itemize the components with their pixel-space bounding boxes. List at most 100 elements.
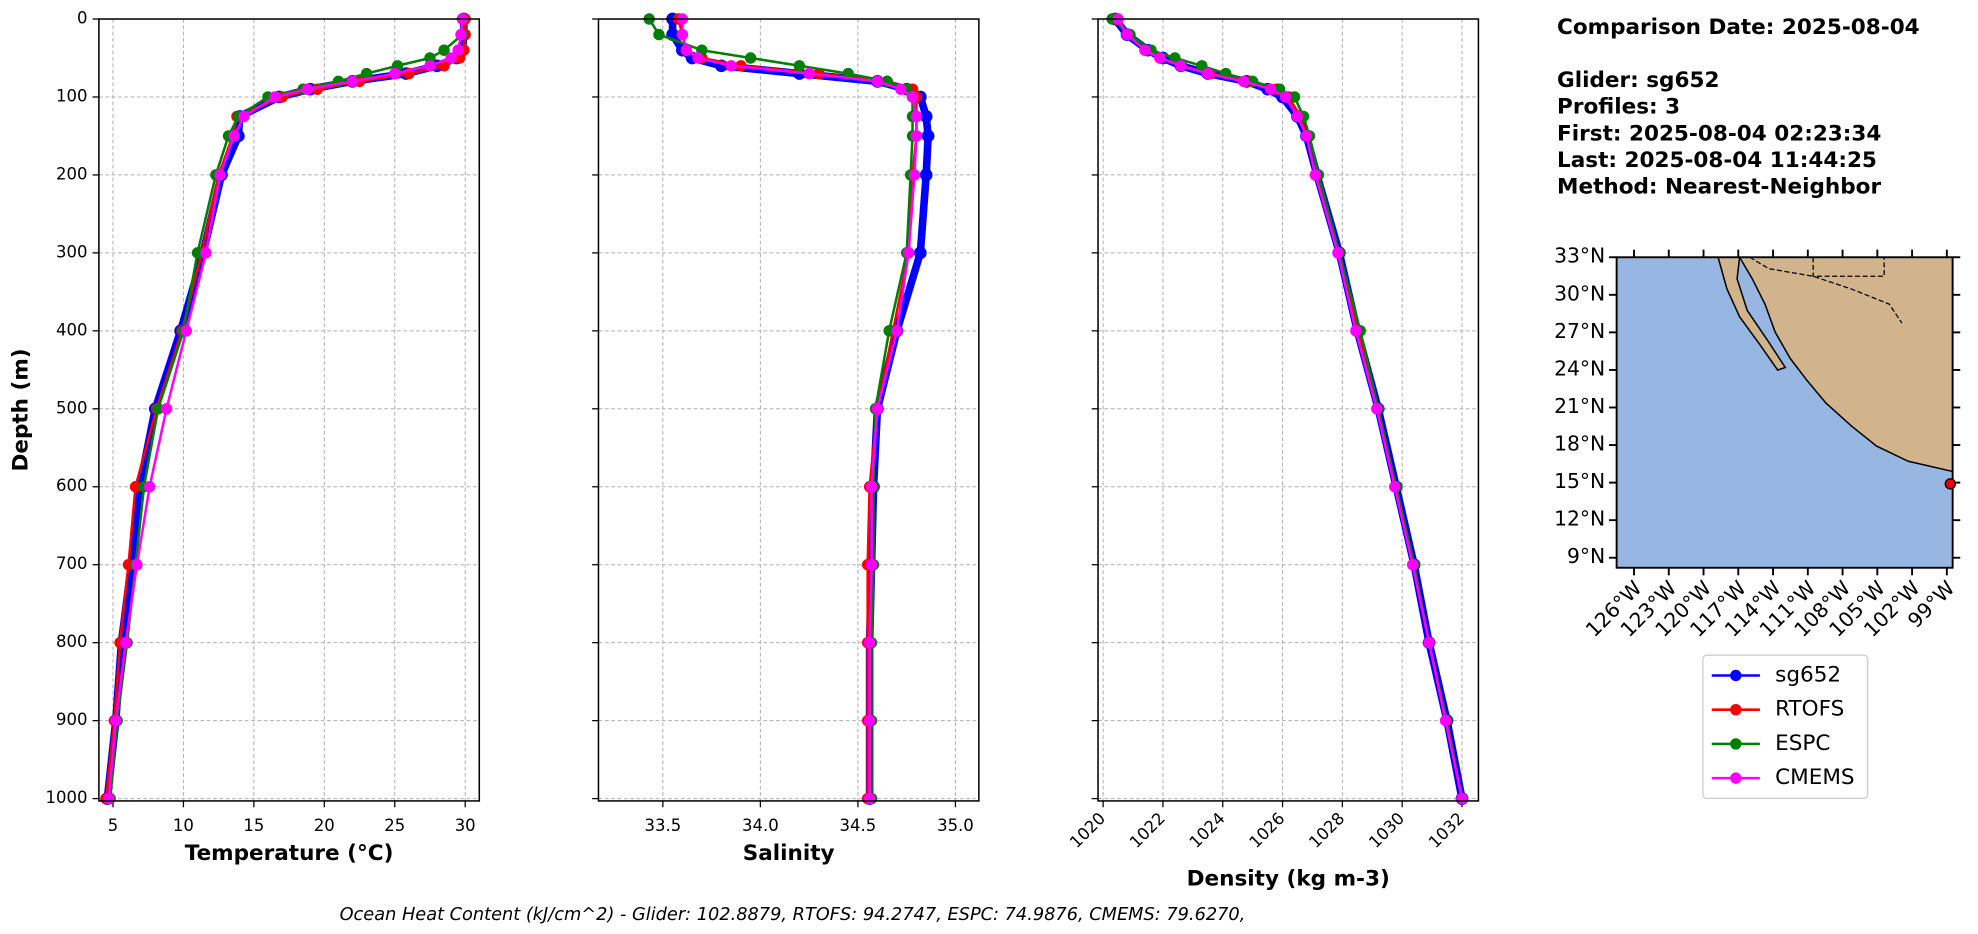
x-tick-label: 1020: [1066, 809, 1109, 852]
axes-frame: [597, 18, 980, 802]
x-tick-label: 1022: [1126, 809, 1169, 852]
profile-marker: [653, 28, 665, 41]
profile-marker: [1300, 130, 1313, 142]
map-lat-label: 24°N: [1554, 356, 1605, 380]
profile-marker: [1291, 110, 1304, 123]
x-axis-label: Temperature (°C): [185, 841, 394, 866]
profile-marker: [110, 714, 122, 727]
profile-marker: [1202, 67, 1214, 80]
glider-location: [1944, 478, 1957, 490]
profile-marker: [883, 325, 895, 337]
profile-marker: [910, 110, 923, 123]
x-tick-label: 5: [108, 816, 118, 835]
profile-marker: [131, 559, 143, 571]
x-tick-label: 34.5: [840, 816, 877, 835]
footer: Ocean Heat Content (kJ/cm^2) - Glider: 1…: [340, 905, 1246, 925]
profile-marker: [445, 52, 457, 64]
legend-box: [1702, 654, 1869, 800]
profile-marker: [180, 325, 192, 337]
profile-marker: [160, 403, 173, 415]
profile-marker: [455, 28, 467, 41]
axes-frame: [1097, 18, 1480, 802]
map-lat-label: 18°N: [1554, 432, 1605, 456]
x-tick-label: 1028: [1305, 809, 1348, 852]
profile-marker: [191, 247, 204, 259]
legend-label: sg652: [1775, 662, 1841, 687]
x-tick-label: 10: [173, 816, 194, 835]
profile-marker: [1264, 83, 1277, 95]
profile-marker: [902, 247, 915, 259]
map-peninsula: [1717, 256, 1787, 371]
profile-marker: [143, 481, 156, 493]
profile-marker: [1139, 44, 1151, 56]
x-tick-label: 34.0: [742, 816, 779, 835]
profile-marker: [1121, 28, 1133, 41]
profile-marker: [863, 714, 876, 727]
y-axis-label: Depth (m): [9, 348, 34, 471]
profile-marker: [1456, 792, 1468, 805]
profile-marker: [346, 75, 359, 88]
info-line: Profiles: 3: [1557, 95, 1680, 120]
profile-marker: [891, 325, 903, 337]
y-tick-label: 900: [56, 710, 87, 729]
profile-marker: [1309, 169, 1322, 181]
profile-marker: [438, 44, 450, 56]
legend-marker: [1730, 738, 1742, 750]
legend-label: ESPC: [1775, 731, 1830, 756]
x-tick-label: 1030: [1365, 809, 1408, 852]
profile-marker: [103, 792, 115, 805]
profile-line: [648, 18, 914, 799]
profile-marker: [871, 403, 884, 415]
profile-line: [668, 19, 932, 799]
profile-marker: [863, 636, 876, 649]
axes-frame: [98, 18, 481, 802]
map-lat-label: 27°N: [1554, 319, 1605, 343]
map-lat-label: 15°N: [1554, 469, 1605, 493]
legend-marker: [1730, 703, 1742, 716]
profile-marker: [921, 129, 935, 143]
profile-marker: [452, 44, 464, 56]
map-lat-label: 21°N: [1554, 394, 1605, 418]
profile-marker: [360, 67, 373, 80]
x-axis-label: Density (kg m-3): [1187, 867, 1390, 892]
profile-marker: [919, 110, 933, 123]
y-tick-label: 700: [56, 554, 87, 573]
profile-marker: [1279, 91, 1292, 103]
profile-marker: [842, 67, 854, 80]
y-tick-label: 400: [56, 320, 87, 339]
y-tick-label: 100: [56, 86, 87, 105]
map-lat-label: 12°N: [1554, 507, 1605, 531]
map-borders: [1749, 256, 1903, 324]
x-tick-label: 35.0: [937, 816, 974, 835]
info-line: Comparison Date: 2025-08-04: [1557, 15, 1920, 40]
profile-marker: [871, 75, 884, 88]
profile-marker: [910, 130, 923, 142]
x-axis-label: Salinity: [743, 841, 835, 866]
info-line: Method: Nearest-Neighbor: [1557, 175, 1881, 200]
profile-marker: [1288, 91, 1301, 103]
x-tick-label: 30: [455, 816, 476, 835]
profile-marker: [1439, 714, 1452, 727]
profile-marker: [1332, 247, 1344, 259]
profile-marker: [676, 28, 689, 41]
profile-marker: [1169, 52, 1181, 64]
profile-marker: [238, 110, 250, 123]
map-lat-label: 30°N: [1554, 281, 1605, 305]
legend-label: CMEMS: [1775, 765, 1854, 790]
profile-marker: [725, 60, 737, 72]
profile-marker: [865, 481, 878, 493]
y-tick-label: 800: [56, 632, 87, 651]
profile-marker: [803, 67, 815, 80]
legend-label: RTOFS: [1775, 697, 1844, 722]
profile-marker: [1371, 403, 1383, 415]
x-tick-label: 15: [243, 816, 264, 835]
profile-marker: [424, 52, 436, 64]
legend-marker: [1730, 772, 1742, 784]
profile-marker: [913, 246, 927, 260]
profile-marker: [908, 169, 921, 181]
profile-marker: [919, 168, 933, 182]
x-tick-label: 20: [314, 816, 335, 835]
profile-marker: [389, 67, 401, 80]
profile-marker: [1154, 52, 1166, 64]
